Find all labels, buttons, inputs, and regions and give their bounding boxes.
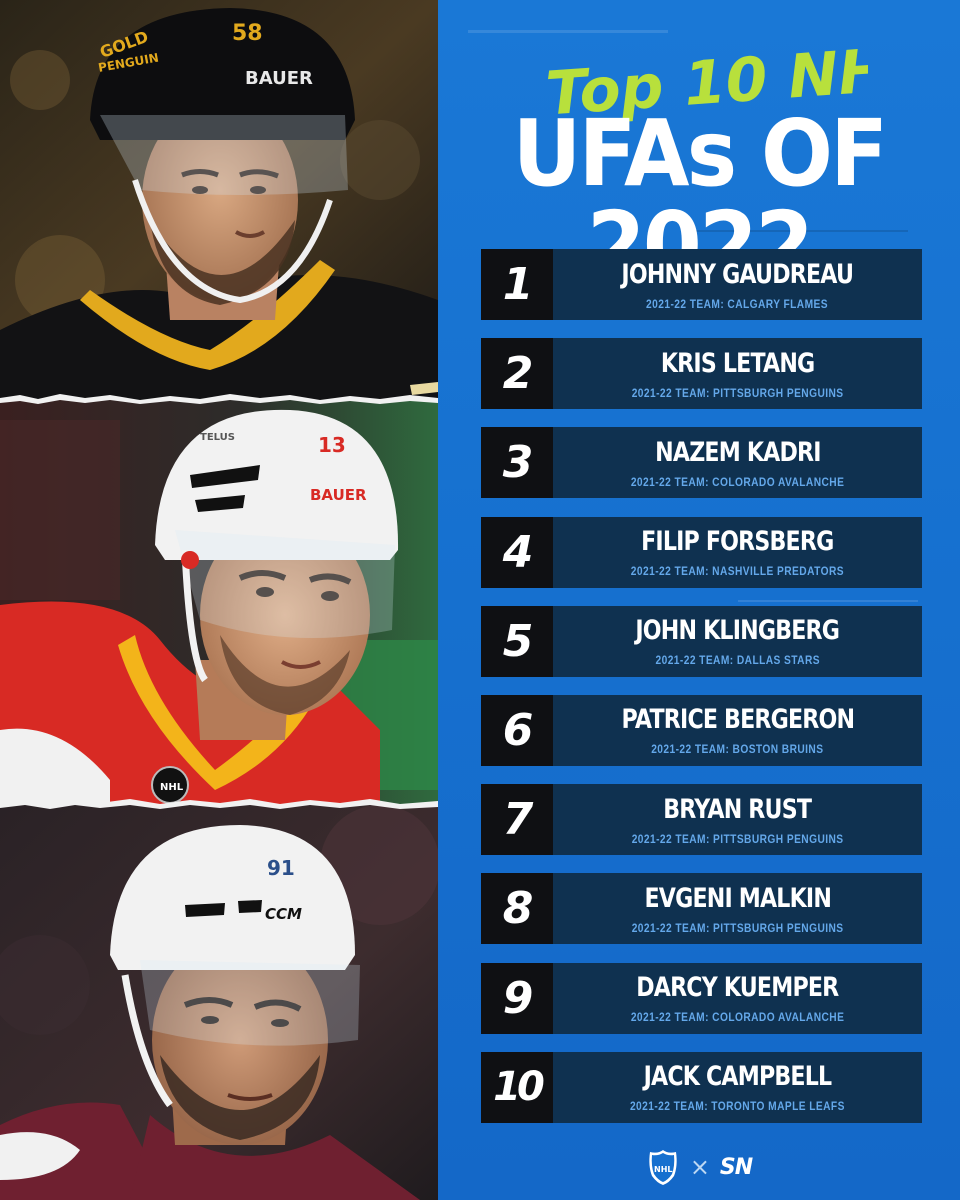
rankings-panel: Top 10 NHL UFAs OF 2022 1 JOHNNY GAUDREA… xyxy=(438,0,960,1200)
helmet-number-1: 58 xyxy=(232,21,263,46)
sportsnet-logo: SN xyxy=(719,1154,753,1180)
player-team: 2021-22 TEAM: PITTSBURGH PENGUINS xyxy=(631,831,844,846)
rank-info: JACK CAMPBELL 2021-22 TEAM: TORONTO MAPL… xyxy=(553,1051,922,1123)
player-name: DARCY KUEMPER xyxy=(636,972,839,1003)
paper-tear-divider xyxy=(0,394,438,404)
player-name: BRYAN RUST xyxy=(663,793,813,825)
player-team: 2021-22 TEAM: COLORADO AVALANCHE xyxy=(630,474,845,489)
helmet-sticker-3: TELUS xyxy=(200,432,235,443)
player-name: JOHN KLINGBERG xyxy=(635,615,841,647)
player-team: 2021-22 TEAM: BOSTON BRUINS xyxy=(651,742,824,757)
rank-info: BRYAN RUST 2021-22 TEAM: PITTSBURGH PENG… xyxy=(553,784,922,856)
rank-row: 2 KRIS LETANG 2021-22 TEAM: PITTSBURGH P… xyxy=(481,338,922,410)
helmet-brand-3: CCM xyxy=(265,905,302,923)
nhl-logo-text: NHL xyxy=(654,1165,673,1174)
rank-info: JOHNNY GAUDREAU 2021-22 TEAM: CALGARY FL… xyxy=(553,249,922,320)
player-team: 2021-22 TEAM: DALLAS STARS xyxy=(655,653,820,668)
player-photo-2: NHL BAUER 13 TELUS xyxy=(0,400,438,805)
helmet-brand-1: BAUER xyxy=(245,68,313,89)
rank-row: 9 DARCY KUEMPER 2021-22 TEAM: COLORADO A… xyxy=(481,962,922,1034)
rank-number: 6 xyxy=(481,694,553,766)
rank-info: NAZEM KADRI 2021-22 TEAM: COLORADO AVALA… xyxy=(553,427,922,499)
rank-info: JOHN KLINGBERG 2021-22 TEAM: DALLAS STAR… xyxy=(553,605,922,677)
rank-row: 10 JACK CAMPBELL 2021-22 TEAM: TORONTO M… xyxy=(481,1051,922,1123)
rank-row: 1 JOHNNY GAUDREAU 2021-22 TEAM: CALGARY … xyxy=(481,249,922,320)
helmet-number-2: 13 xyxy=(318,433,346,457)
player-name: NAZEM KADRI xyxy=(654,436,821,468)
helmet-number-3: 91 xyxy=(267,856,295,880)
rank-number: 10 xyxy=(481,1051,553,1123)
rank-info: FILIP FORSBERG 2021-22 TEAM: NASHVILLE P… xyxy=(553,516,922,588)
script-title: Top 10 NHL xyxy=(544,33,868,129)
player-photo-3: CCM 91 xyxy=(0,805,438,1200)
rank-info: DARCY KUEMPER 2021-22 TEAM: COLORADO AVA… xyxy=(553,962,922,1034)
rankings-list: 1 JOHNNY GAUDREAU 2021-22 TEAM: CALGARY … xyxy=(481,249,922,1141)
rank-number: 3 xyxy=(481,427,553,499)
photo-collage: BAUER 58 GOLD PENGUIN xyxy=(0,0,438,1200)
rank-info: KRIS LETANG 2021-22 TEAM: PITTSBURGH PEN… xyxy=(553,338,922,410)
footer-logos: NHL × SN xyxy=(438,1145,960,1189)
rank-row: 7 BRYAN RUST 2021-22 TEAM: PITTSBURGH PE… xyxy=(481,784,922,856)
nhl-shield-icon: NHL xyxy=(649,1150,677,1185)
rank-row: 3 NAZEM KADRI 2021-22 TEAM: COLORADO AVA… xyxy=(481,427,922,499)
helmet-brand-2: BAUER xyxy=(310,486,367,504)
player-name: KRIS LETANG xyxy=(660,347,815,379)
player-name: PATRICE BERGERON xyxy=(621,704,855,736)
player-team: 2021-22 TEAM: TORONTO MAPLE LEAFS xyxy=(630,1099,845,1114)
rank-number: 5 xyxy=(481,605,553,677)
paper-tear-divider xyxy=(0,799,438,809)
player-team: 2021-22 TEAM: CALGARY FLAMES xyxy=(646,296,829,311)
logo-separator: × xyxy=(689,1153,710,1181)
jersey-logo-2: NHL xyxy=(160,782,184,793)
player-team: 2021-22 TEAM: PITTSBURGH PENGUINS xyxy=(631,385,844,400)
rank-number: 2 xyxy=(481,338,553,410)
player-team: 2021-22 TEAM: PITTSBURGH PENGUINS xyxy=(631,920,844,935)
rank-number: 8 xyxy=(481,873,553,945)
player-team: 2021-22 TEAM: NASHVILLE PREDATORS xyxy=(630,564,845,579)
rank-number: 1 xyxy=(481,249,553,320)
player-name: JOHNNY GAUDREAU xyxy=(621,258,854,290)
page-title: UFAs OF 2022 xyxy=(512,100,888,299)
player-name: EVGENI MALKIN xyxy=(644,882,831,914)
player-photo-1: BAUER 58 GOLD PENGUIN xyxy=(0,0,438,400)
rank-info: PATRICE BERGERON 2021-22 TEAM: BOSTON BR… xyxy=(553,694,922,766)
rank-row: 8 EVGENI MALKIN 2021-22 TEAM: PITTSBURGH… xyxy=(481,873,922,945)
player-name: JACK CAMPBELL xyxy=(643,1061,833,1093)
rank-number: 4 xyxy=(481,516,553,588)
rank-info: EVGENI MALKIN 2021-22 TEAM: PITTSBURGH P… xyxy=(553,873,922,945)
rank-row: 5 JOHN KLINGBERG 2021-22 TEAM: DALLAS ST… xyxy=(481,605,922,677)
rank-number: 7 xyxy=(481,784,553,856)
rank-row: 6 PATRICE BERGERON 2021-22 TEAM: BOSTON … xyxy=(481,694,922,766)
rank-number: 9 xyxy=(481,962,553,1034)
player-name: FILIP FORSBERG xyxy=(641,526,834,558)
rank-row: 4 FILIP FORSBERG 2021-22 TEAM: NASHVILLE… xyxy=(481,516,922,588)
player-team: 2021-22 TEAM: COLORADO AVALANCHE xyxy=(630,1010,845,1024)
